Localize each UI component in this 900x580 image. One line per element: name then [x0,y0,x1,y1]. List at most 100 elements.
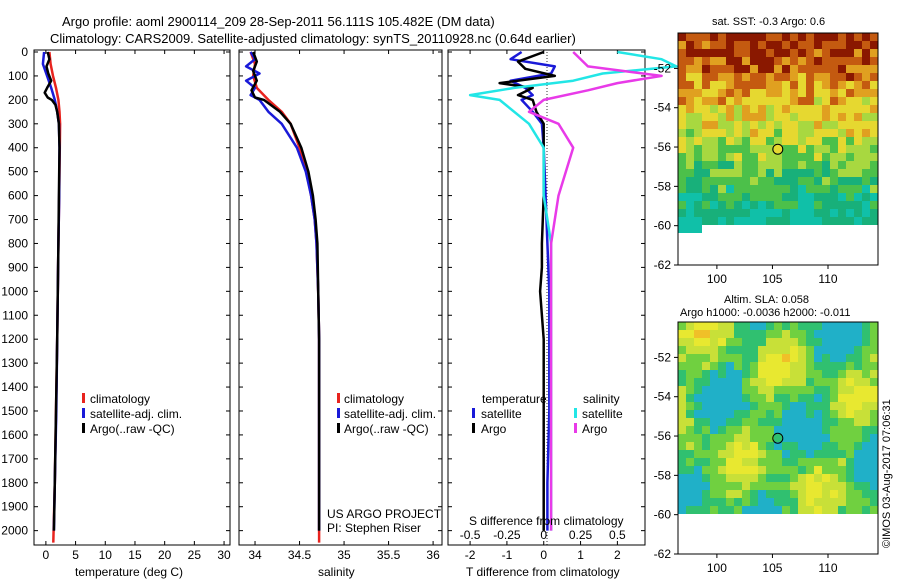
heatmap-cell [702,410,710,418]
heatmap-cell [702,506,710,514]
salinity-plot-frame [238,49,443,546]
heatmap-cell [798,458,806,466]
heatmap-cell [694,161,702,169]
heatmap-cell [750,490,758,498]
heatmap-cell [862,129,870,137]
heatmap-cell [734,113,742,121]
heatmap-cell [718,474,726,482]
heatmap-cell [742,89,750,97]
heatmap-cell [774,354,782,362]
heatmap-cell [838,145,846,153]
heatmap-cell [846,370,854,378]
heatmap-cell [694,362,702,370]
heatmap-cell [726,137,734,145]
heatmap-cell [726,145,734,153]
heatmap-cell [758,185,766,193]
heatmap-cell [854,33,862,41]
heatmap-cell [766,442,774,450]
heatmap-cell [862,386,870,394]
heatmap-cell [678,49,686,57]
heatmap-cell [750,169,758,177]
heatmap-cell [694,137,702,145]
heatmap-cell [870,185,878,193]
lon-tick-label: 105 [762,561,782,575]
heatmap-cell [798,201,806,209]
heatmap-cell [702,378,710,386]
heatmap-cell [742,354,750,362]
heatmap-cell [870,466,878,474]
heatmap-cell [822,161,830,169]
heatmap-cell [862,89,870,97]
heatmap-cell [758,169,766,177]
heatmap-cell [830,330,838,338]
heatmap-cell [686,97,694,105]
heatmap-cell [694,490,702,498]
heatmap-cell [814,113,822,121]
heatmap-cell [734,217,742,225]
heatmap-cell [846,402,854,410]
heatmap-cell [790,330,798,338]
heatmap-cell [774,426,782,434]
heatmap-cell [798,57,806,65]
heatmap-cell [702,402,710,410]
temperature-plot-frame [33,49,231,546]
heatmap-cell [822,410,830,418]
heatmap-cell [870,450,878,458]
heatmap-cell [734,482,742,490]
heatmap-cell [758,394,766,402]
depth-tick-label: 1300 [1,356,28,370]
heatmap-cell [806,394,814,402]
heatmap-cell [830,450,838,458]
heatmap-cell [694,169,702,177]
difference-legend: temperature salinity satellite Argo sate… [472,392,623,436]
heatmap-cell [782,498,790,506]
heatmap-cell [798,129,806,137]
heatmap-cell [710,474,718,482]
heatmap-cell [798,97,806,105]
heatmap-cell [710,426,718,434]
heatmap-cell [678,466,686,474]
heatmap-cell [806,378,814,386]
heatmap-cell [790,426,798,434]
heatmap-cell [742,490,750,498]
heatmap-cell [822,41,830,49]
heatmap-cell [702,498,710,506]
heatmap-cell [814,81,822,89]
heatmap-cell [734,394,742,402]
heatmap-cell [694,402,702,410]
heatmap-cell [686,362,694,370]
heatmap-cell [702,394,710,402]
series-line-argo-raw-qc- [250,51,321,531]
heatmap-cell [862,49,870,57]
heatmap-cell [782,113,790,121]
heatmap-cell [686,450,694,458]
heatmap-cell [782,81,790,89]
heatmap-cell [814,506,822,514]
heatmap-cell [710,193,718,201]
heatmap-cell [694,346,702,354]
heatmap-cell [814,89,822,97]
heatmap-cell [726,426,734,434]
heatmap-cell [806,201,814,209]
heatmap-cell [758,442,766,450]
s-tick-label: 0.25 [569,528,593,542]
series-line-temperature-argo [498,50,557,531]
heatmap-cell [742,193,750,201]
heatmap-cell [846,410,854,418]
heatmap-cell [870,434,878,442]
lat-tick-label: -54 [654,101,672,115]
heatmap-cell [758,426,766,434]
heatmap-cell [694,386,702,394]
heatmap-cell [694,426,702,434]
heatmap-cell [686,33,694,41]
heatmap-cell [766,169,774,177]
heatmap-cell [838,418,846,426]
heatmap-cell [854,121,862,129]
heatmap-cell [774,450,782,458]
heatmap-cell [862,498,870,506]
heatmap-cell [710,177,718,185]
heatmap-cell [774,153,782,161]
heatmap-cell [686,330,694,338]
heatmap-cell [766,185,774,193]
heatmap-cell [742,81,750,89]
